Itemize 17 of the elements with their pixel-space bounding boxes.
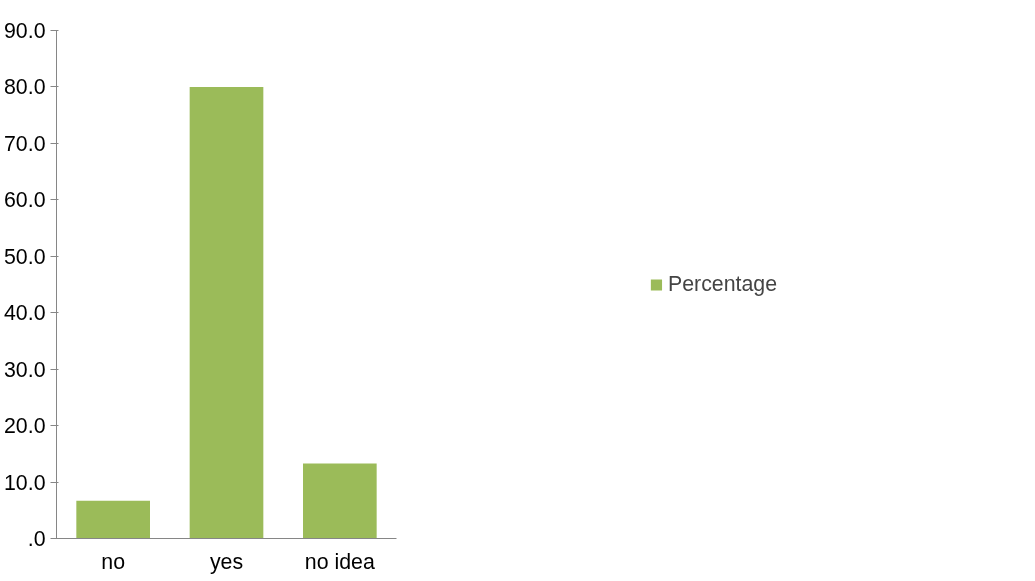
y-tick-label: 80.0 bbox=[3, 75, 46, 100]
x-tick-label: no bbox=[101, 549, 126, 574]
y-tick-label: 30.0 bbox=[3, 357, 46, 382]
x-tick-label: yes bbox=[209, 549, 244, 574]
bar bbox=[189, 86, 264, 539]
bar bbox=[303, 463, 377, 539]
y-tick-label: 60.0 bbox=[3, 188, 46, 213]
y-tick-label: 20.0 bbox=[3, 414, 46, 439]
y-tick-label: 70.0 bbox=[3, 131, 46, 156]
y-tick-label: 90.0 bbox=[3, 19, 46, 43]
legend-label: Percentage bbox=[667, 271, 778, 297]
y-tick-label: 10.0 bbox=[3, 470, 46, 495]
y-tick-label: 40.0 bbox=[3, 301, 46, 326]
x-tick-label: no idea bbox=[304, 549, 375, 574]
bar bbox=[76, 500, 150, 539]
y-tick-label: .0 bbox=[27, 527, 46, 551]
y-tick-label: 50.0 bbox=[3, 244, 46, 269]
